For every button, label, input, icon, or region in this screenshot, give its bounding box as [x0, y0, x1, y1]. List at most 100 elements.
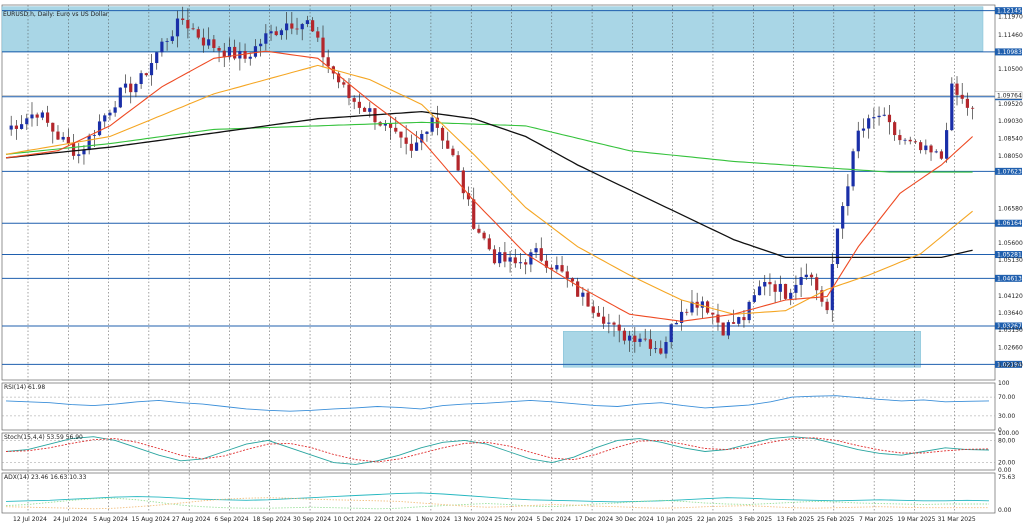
x-tick-label: 22 Jan 2025	[697, 516, 733, 523]
candle-body	[581, 292, 585, 297]
ma-red-line	[5, 50, 973, 322]
candle-body	[290, 23, 294, 29]
y-tick-label: 1.06580	[998, 205, 1023, 212]
candle-body	[508, 257, 512, 262]
stoch-main-line	[5, 436, 990, 465]
candle-body	[352, 98, 356, 102]
candle-body	[586, 292, 590, 307]
candle-body	[544, 260, 549, 268]
candle-body	[129, 83, 133, 93]
candle-body	[362, 107, 367, 112]
stoch-tick-label: 80.00	[998, 437, 1015, 444]
candle-body	[207, 39, 211, 46]
y-tick-label: 1.04120	[998, 293, 1023, 300]
x-tick-label: 3 Feb 2025	[738, 516, 772, 523]
candle-body	[97, 121, 102, 136]
candle-body	[524, 262, 528, 265]
level-tag-text: 1.03267	[997, 323, 1022, 330]
candle-body	[311, 20, 315, 32]
candle-body	[804, 274, 808, 278]
candle-body	[456, 155, 460, 171]
candle-body	[503, 252, 507, 262]
candle-body	[550, 267, 554, 270]
candle-body	[971, 107, 975, 109]
candle-body	[155, 52, 159, 64]
candle-body	[466, 193, 471, 200]
candle-body	[487, 238, 491, 250]
x-tick-label: 25 Feb 2025	[817, 516, 855, 523]
level-tag-text: 1.05281	[997, 252, 1022, 259]
x-tick-label: 31 Mar 2025	[938, 516, 976, 523]
main-panel	[1, 4, 996, 381]
candle-body	[560, 265, 564, 272]
candle-body	[92, 135, 96, 136]
y-tick-label: 1.10500	[998, 66, 1023, 73]
candle-body	[602, 316, 606, 324]
candle-body	[144, 73, 148, 76]
x-tick-label: 17 Dec 2024	[575, 516, 614, 523]
stoch-tick-label: 0.00	[998, 467, 1012, 474]
candle-body	[285, 23, 289, 31]
rsi-line	[5, 395, 990, 412]
candle-body	[737, 317, 741, 324]
y-tick-label: 1.09030	[998, 118, 1023, 125]
level-tag-text: 1.07623	[997, 168, 1022, 175]
adx-tick-label: 0.00	[998, 507, 1012, 514]
candle-body	[196, 29, 200, 38]
candle-body	[763, 281, 767, 287]
current-price-tag: 1.09764	[994, 91, 1023, 99]
candle-body	[628, 335, 632, 341]
candle-body	[368, 108, 372, 112]
zone-box-0	[1, 6, 984, 52]
candle-body	[789, 292, 793, 299]
candle-body	[856, 130, 860, 152]
zone-box-1	[563, 331, 921, 368]
candle-body	[534, 248, 538, 253]
adx-panel	[1, 472, 996, 514]
candle-body	[607, 322, 611, 324]
x-tick-label: 27 Aug 2024	[172, 516, 211, 523]
candle-body	[529, 252, 533, 265]
candle-body	[342, 82, 346, 85]
candle-body	[861, 128, 866, 131]
candle-body	[222, 50, 226, 58]
level-tag-text: 1.12145	[997, 8, 1022, 15]
candle-body	[700, 301, 704, 308]
candle-body	[66, 136, 70, 144]
candle-body	[643, 338, 647, 340]
candle-body	[118, 87, 122, 108]
level-tag-text: 1.02194	[997, 361, 1022, 368]
candle-body	[721, 322, 725, 336]
candle-body	[841, 206, 845, 229]
candle-body	[201, 37, 206, 46]
candle-body	[825, 301, 829, 311]
candle-body	[139, 73, 143, 84]
candle-body	[638, 338, 642, 342]
candle-body	[518, 262, 523, 264]
x-tick-label: 13 Nov 2024	[454, 516, 493, 523]
candle-body	[685, 311, 689, 313]
candle-body	[404, 137, 408, 144]
candle-body	[113, 107, 117, 113]
level-tag-text: 1.06164	[997, 220, 1022, 227]
x-tick-label: 5 Aug 2024	[93, 516, 128, 523]
candle-body	[539, 248, 543, 261]
level-tag: 1.05281	[995, 251, 1022, 259]
candle-body	[51, 122, 55, 132]
x-tick-label: 10 Oct 2024	[334, 516, 371, 523]
candle-body	[908, 139, 912, 142]
candle-body	[939, 151, 944, 159]
y-tick-label: 1.05600	[998, 240, 1023, 247]
stoch-signal-line	[5, 437, 990, 463]
candle-body	[679, 311, 684, 323]
candle-body	[648, 339, 653, 349]
candle-body	[269, 31, 273, 34]
candle-body	[913, 141, 918, 143]
level-tag: 1.12145	[995, 7, 1022, 15]
x-tick-label: 5 Dec 2024	[537, 516, 572, 523]
candle-body	[305, 20, 310, 25]
x-tick-label: 24 Jul 2024	[53, 516, 87, 523]
y-tick-label: 1.02170	[998, 362, 1023, 369]
